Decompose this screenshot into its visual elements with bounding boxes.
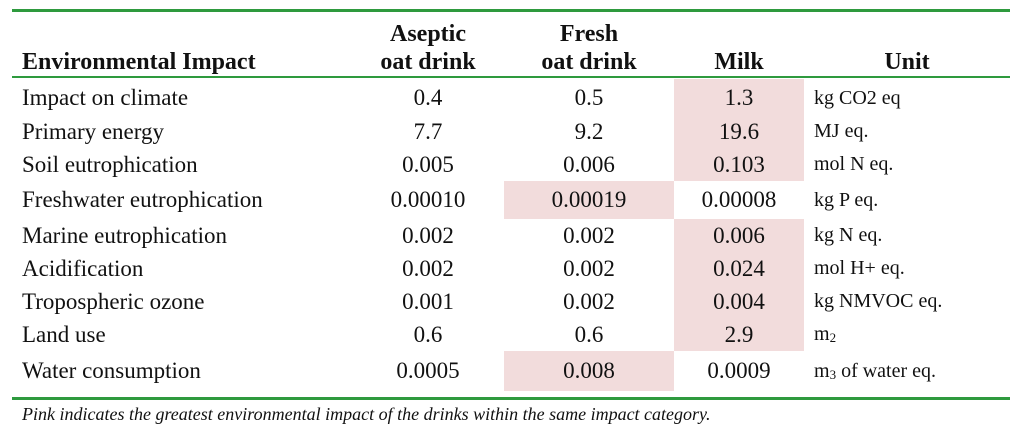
milk-value-highlighted: 2.9 [674,318,804,351]
impact-name: Tropospheric ozone [22,288,205,314]
table-caption: Pink indicates the greatest environmenta… [22,404,711,424]
header-row: Environmental Impact Aseptic oat drink Fr… [12,12,1010,79]
aseptic-value: 0.002 [402,255,454,281]
header-aseptic-oat-drink: Aseptic oat drink [380,21,476,75]
unit-subscript: 3 [829,366,837,382]
header-unit: Unit [884,49,930,75]
fresh-value-highlighted: 0.00019 [504,181,674,219]
unit-cell: kg N eq. [814,224,883,246]
unit-cell: kg NMVOC eq. [814,290,943,312]
table-row: Water consumption 0.0005 0.008 0.0009 m3… [12,351,1010,391]
impact-name: Primary energy [22,118,165,144]
impact-name: Acidification [22,255,144,281]
aseptic-value: 0.6 [413,321,443,347]
milk-value-highlighted: 1.3 [674,79,804,115]
milk-value-highlighted: 0.004 [674,285,804,318]
header-environmental-impact: Environmental Impact [22,49,256,75]
milk-value-highlighted: 0.103 [674,148,804,181]
impact-name: Freshwater eutrophication [22,187,263,212]
impact-name: Water consumption [22,358,201,383]
top-rule [12,9,1010,12]
fresh-value: 0.002 [563,222,615,248]
table-row: Land use 0.6 0.6 2.9 m2 [12,318,1010,351]
header-milk: Milk [714,49,764,75]
table-row: Acidification 0.002 0.002 0.024 mol H+ e… [12,252,1010,285]
fresh-value: 0.006 [563,151,615,177]
unit-cell: mol H+ eq. [814,257,905,279]
environmental-impact-table: Environmental Impact Aseptic oat drink Fr… [12,12,1010,391]
unit-cell: kg P eq. [814,188,879,211]
header-rule [12,76,1010,78]
milk-value: 0.00008 [701,187,777,212]
fresh-value: 0.5 [574,85,604,110]
header-fresh-oat-drink: Fresh oat drink [541,21,637,75]
aseptic-value: 0.002 [402,222,454,248]
unit-cell: kg CO2 eq [814,86,901,109]
unit-subscript: 2 [829,330,837,345]
aseptic-value: 0.001 [402,288,454,314]
milk-value: 0.0009 [707,358,771,383]
impact-name: Soil eutrophication [22,151,198,177]
unit-rest: of water eq. [836,359,937,382]
unit-base: m [814,323,830,345]
fresh-value: 0.002 [563,255,615,281]
table-row: Impact on climate 0.4 0.5 1.3 kg CO2 eq [12,79,1010,115]
aseptic-value: 0.00010 [390,187,466,212]
milk-value-highlighted: 0.006 [674,219,804,252]
milk-value-highlighted: 0.024 [674,252,804,285]
unit-cell: m3 of water eq. [804,351,1010,391]
unit-cell: m2 [804,318,1010,351]
aseptic-value: 0.0005 [396,358,460,383]
fresh-value: 9.2 [574,118,604,144]
aseptic-value: 0.005 [402,151,454,177]
table-row: Soil eutrophication 0.005 0.006 0.103 mo… [12,148,1010,181]
impact-name: Marine eutrophication [22,222,228,248]
fresh-value: 0.002 [563,288,615,314]
fresh-value: 0.6 [574,321,604,347]
unit-cell: mol N eq. [814,153,894,175]
fresh-value-highlighted: 0.008 [504,351,674,391]
table-row: Freshwater eutrophication 0.00010 0.0001… [12,181,1010,219]
table-row: Primary energy 7.7 9.2 19.6 MJ eq. [12,115,1010,148]
milk-value-highlighted: 19.6 [674,115,804,148]
table-row: Marine eutrophication 0.002 0.002 0.006 … [12,219,1010,252]
aseptic-value: 7.7 [413,118,443,144]
unit-cell: MJ eq. [814,120,869,142]
impact-name: Land use [22,321,106,347]
table-row: Tropospheric ozone 0.001 0.002 0.004 kg … [12,285,1010,318]
impact-name: Impact on climate [22,85,189,110]
bottom-rule [12,397,1010,400]
unit-base: m [814,359,830,382]
aseptic-value: 0.4 [413,85,443,110]
